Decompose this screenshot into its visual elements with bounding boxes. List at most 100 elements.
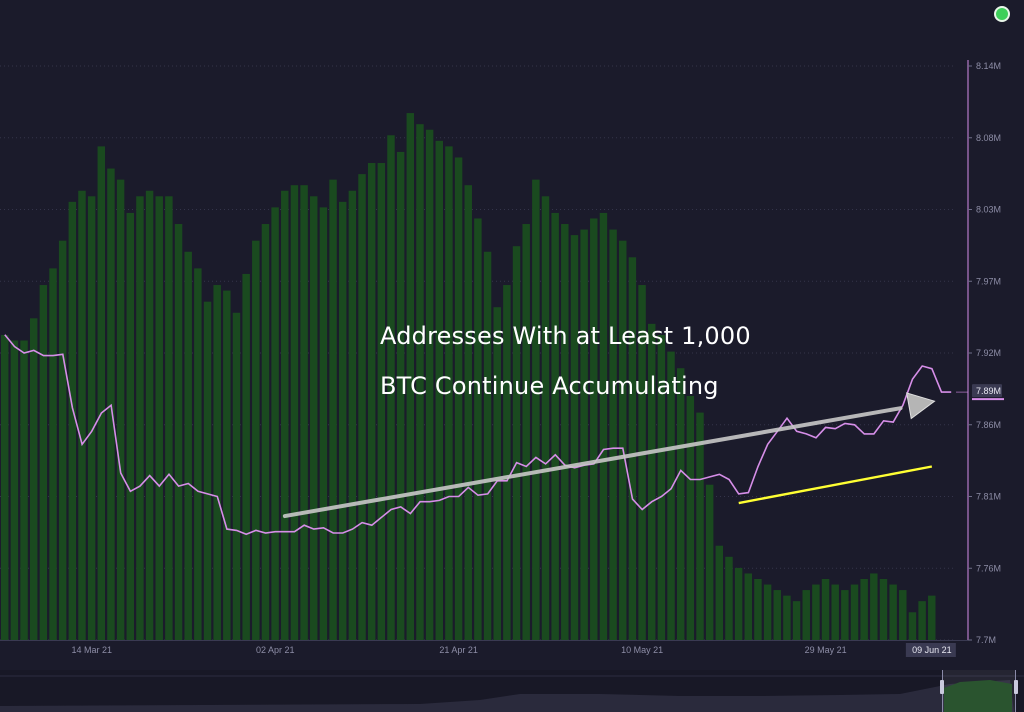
bar-78 — [754, 578, 762, 640]
bar-20 — [194, 268, 202, 640]
bar-65 — [628, 257, 637, 640]
bar-43 — [416, 124, 424, 641]
y-tick-label-1: 8.08M — [976, 133, 1001, 143]
bar-91 — [879, 578, 888, 640]
x-current-badge — [905, 643, 956, 657]
bar-54 — [522, 224, 530, 640]
current-value-label: 7.89M — [976, 386, 1001, 396]
bar-82 — [792, 601, 801, 640]
bar-37 — [358, 174, 366, 640]
bar-94 — [908, 612, 917, 640]
bar-27 — [261, 224, 270, 640]
bar-32 — [310, 196, 318, 640]
navigator-left-handle[interactable] — [940, 680, 944, 694]
bar-63 — [609, 229, 617, 640]
bar-36 — [348, 190, 357, 641]
bar-4 — [39, 285, 48, 640]
y-tick-label-4: 7.92M — [976, 348, 1001, 358]
bar-30 — [290, 185, 299, 641]
x-tick-label-0: 14 Mar 21 — [71, 645, 112, 655]
bar-34 — [329, 179, 337, 641]
y-tick-label-6: 7.81M — [976, 492, 1001, 502]
bar-25 — [242, 273, 250, 640]
navigator-area-highlight — [944, 680, 1012, 712]
bar-22 — [213, 285, 221, 640]
bar-12 — [116, 179, 125, 641]
bar-1 — [10, 340, 19, 640]
bar-58 — [561, 224, 569, 640]
bar-47 — [454, 157, 463, 640]
bar-57 — [551, 212, 559, 640]
annotation-line-2: BTC Continue Accumulating — [380, 372, 719, 400]
bar-74 — [715, 545, 724, 640]
bar-88 — [850, 584, 859, 640]
bar-77 — [744, 573, 753, 640]
bar-26 — [252, 240, 260, 640]
x-tick-label-1: 02 Apr 21 — [256, 645, 295, 655]
bar-48 — [464, 185, 472, 641]
navigator-area — [0, 680, 1014, 712]
bar-81 — [783, 595, 791, 640]
x-tick-label-4: 29 May 21 — [805, 645, 847, 655]
y-tick-label-5: 7.86M — [976, 420, 1001, 430]
green-status-dot-icon — [996, 8, 1008, 20]
bar-80 — [773, 590, 781, 640]
bar-49 — [474, 218, 482, 640]
bar-50 — [483, 251, 492, 641]
bar-68 — [657, 334, 666, 640]
bar-8 — [78, 190, 86, 641]
bar-72 — [696, 412, 704, 640]
bar-67 — [647, 323, 656, 640]
bar-71 — [686, 395, 695, 640]
bar-44 — [425, 129, 434, 640]
bar-0 — [1, 334, 9, 640]
bar-3 — [29, 318, 38, 640]
trendline-yellow — [738, 465, 933, 505]
bar-6 — [58, 240, 67, 640]
y-tick-label-2: 8.03M — [976, 205, 1001, 215]
bar-2 — [20, 340, 28, 640]
bar-46 — [445, 146, 453, 640]
bar-19 — [184, 251, 192, 641]
bar-17 — [165, 196, 173, 640]
bar-23 — [223, 290, 231, 640]
bar-10 — [97, 146, 106, 640]
trendline-white — [282, 406, 903, 519]
navigator-selection-window[interactable] — [940, 670, 1018, 712]
bar-28 — [271, 207, 279, 640]
time-range-navigator[interactable] — [0, 670, 1024, 712]
navigator-right-handle[interactable] — [1014, 680, 1018, 694]
bar-9 — [87, 196, 96, 640]
bar-16 — [155, 196, 163, 640]
bar-31 — [300, 185, 308, 641]
x-tick-label-5: 09 Jun 21 — [912, 645, 952, 655]
bar-93 — [899, 590, 907, 640]
bar-73 — [705, 484, 714, 640]
annotation-line-1: Addresses With at Least 1,000 — [380, 322, 751, 350]
bar-42 — [406, 113, 415, 641]
bar-33 — [319, 207, 328, 640]
bar-7 — [68, 201, 77, 640]
bar-21 — [203, 301, 212, 640]
bar-89 — [860, 578, 868, 640]
bar-14 — [136, 196, 144, 640]
bar-61 — [590, 218, 598, 640]
bar-86 — [831, 584, 839, 640]
bar-35 — [338, 201, 347, 640]
bar-15 — [145, 190, 154, 641]
bar-41 — [396, 151, 405, 640]
bar-11 — [107, 168, 115, 640]
bar-40 — [387, 135, 395, 640]
bar-83 — [802, 590, 810, 640]
axes: 8.14M 8.08M 8.03M 7.97M 7.92M 7.86M 7.81M 7.76M… — [0, 60, 1004, 657]
bar-66 — [638, 285, 646, 640]
y-tick-label-3: 7.97M — [976, 276, 1001, 286]
bar-29 — [281, 190, 289, 641]
x-tick-label-2: 21 Apr 21 — [439, 645, 478, 655]
address-count-bars — [1, 113, 936, 641]
x-tick-label-3: 10 May 21 — [621, 645, 663, 655]
bar-59 — [570, 235, 579, 640]
y-tick-label-7: 7.76M — [976, 563, 1001, 573]
bar-64 — [619, 240, 627, 640]
bar-85 — [821, 578, 830, 640]
